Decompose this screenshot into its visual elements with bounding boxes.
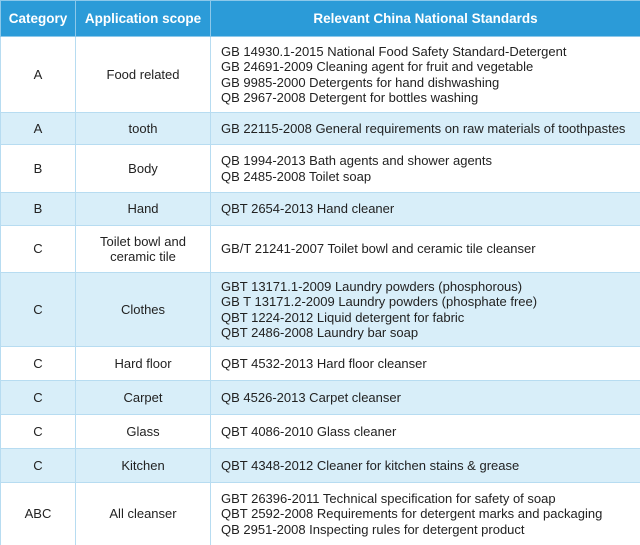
category-cell: B	[0, 192, 76, 226]
category-cell: ABC	[0, 482, 76, 545]
standards-cell: QBT 4532-2013 Hard floor cleanser	[210, 346, 640, 381]
standard-line: QB 2967-2008 Detergent for bottles washi…	[221, 90, 479, 105]
table-row: C Carpet QB 4526-2013 Carpet cleanser	[0, 380, 640, 415]
standards-cell: GBT 13171.1-2009 Laundry powders (phosph…	[210, 272, 640, 347]
category-cell: B	[0, 144, 76, 193]
standard-line: GB/T 21241-2007 Toilet bowl and ceramic …	[221, 241, 536, 257]
standard-line: QBT 4086-2010 Glass cleaner	[221, 423, 397, 439]
standards-cell: GBT 26396-2011 Technical specification f…	[210, 482, 640, 545]
standard-line: GB 9985-2000 Detergents for hand dishwas…	[221, 74, 500, 90]
standards-cell: QB 4526-2013 Carpet cleanser	[210, 380, 640, 415]
table-row: C Hard floor QBT 4532-2013 Hard floor clea…	[0, 346, 640, 381]
header-cell: Application scope	[75, 0, 211, 37]
scope-cell: Hard floor	[75, 346, 211, 381]
standard-line: GB 22115-2008 General requirements on ra…	[221, 120, 626, 136]
standard-line: QBT 2592-2008 Requirements for detergent…	[221, 506, 603, 522]
standard-line: QB 2485-2008 Toilet soap	[221, 168, 372, 184]
standards-cell: GB/T 21241-2007 Toilet bowl and ceramic …	[210, 225, 640, 273]
standards-cell: QBT 2654-2013 Hand cleaner	[210, 192, 640, 226]
standard-line: QBT 4532-2013 Hard floor cleanser	[221, 355, 427, 371]
scope-cell: Toilet bowl and ceramic tile	[75, 225, 211, 273]
table-body: A Food related GB 14930.1-2015 National Fo…	[0, 36, 640, 545]
scope-cell: Body	[75, 144, 211, 193]
standard-line: GB 14930.1-2015 National Food Safety Sta…	[221, 43, 567, 59]
table-row: C Toilet bowl and ceramic tile GB/T 21241-…	[0, 225, 640, 273]
category-cell: C	[0, 346, 76, 381]
category-cell: A	[0, 36, 76, 113]
header-cell: Category	[0, 0, 76, 37]
standard-line: QB 1994-2013 Bath agents and shower agen…	[221, 153, 493, 168]
scope-cell: Clothes	[75, 272, 211, 347]
category-cell: C	[0, 380, 76, 415]
scope-cell: Hand	[75, 192, 211, 226]
standards-cell: GB 22115-2008 General requirements on ra…	[210, 112, 640, 145]
standard-line: QBT 1224-2012 Liquid detergent for fabri…	[221, 309, 465, 325]
category-cell: A	[0, 112, 76, 145]
table-row: B Body QB 1994-2013 Bath agents and shower…	[0, 144, 640, 193]
header-row: Category Application scope Relevant Chin…	[0, 0, 640, 37]
table-row: C Kitchen QBT 4348-2012 Cleaner for kitche…	[0, 448, 640, 483]
scope-cell: Food related	[75, 36, 211, 113]
scope-cell: All cleanser	[75, 482, 211, 545]
category-cell: C	[0, 272, 76, 347]
standards-cell: QBT 4348-2012 Cleaner for kitchen stains…	[210, 448, 640, 483]
table-header: Category Application scope Relevant Chin…	[0, 0, 640, 37]
table-row: A Food related GB 14930.1-2015 National Fo…	[0, 36, 640, 113]
standard-line: GBT 13171.1-2009 Laundry powders (phosph…	[221, 278, 523, 294]
standard-line: QB 4526-2013 Carpet cleanser	[221, 389, 401, 405]
standard-line: QB 2951-2008 Inspecting rules for deterg…	[221, 521, 525, 537]
category-cell: C	[0, 225, 76, 273]
table-row: ABC All cleanser GBT 26396-2011 Technical …	[0, 482, 640, 545]
scope-cell: Carpet	[75, 380, 211, 415]
table-row: C Glass QBT 4086-2010 Glass cleaner	[0, 414, 640, 449]
standard-line: GBT 26396-2011 Technical specification f…	[221, 490, 556, 506]
standard-line: GB T 13171.2-2009 Laundry powders (phosp…	[221, 294, 538, 309]
standard-line: GB 24691-2009 Cleaning agent for fruit a…	[221, 59, 534, 74]
scope-cell: Kitchen	[75, 448, 211, 483]
category-cell: C	[0, 448, 76, 483]
scope-cell: Glass	[75, 414, 211, 449]
standard-line: QBT 2654-2013 Hand cleaner	[221, 201, 395, 217]
table-row: B Hand QBT 2654-2013 Hand cleaner	[0, 192, 640, 226]
category-cell: C	[0, 414, 76, 449]
scope-cell: tooth	[75, 112, 211, 145]
standards-cell: QBT 4086-2010 Glass cleaner	[210, 414, 640, 449]
table-row: C Clothes GBT 13171.1-2009 Laundry powders…	[0, 272, 640, 347]
standard-line: QBT 2486-2008 Laundry bar soap	[221, 325, 419, 340]
header-cell: Relevant China National Standards	[210, 0, 640, 37]
standards-cell: QB 1994-2013 Bath agents and shower agen…	[210, 144, 640, 193]
standard-line: QBT 4348-2012 Cleaner for kitchen stains…	[221, 457, 520, 473]
standards-cell: GB 14930.1-2015 National Food Safety Sta…	[210, 36, 640, 113]
